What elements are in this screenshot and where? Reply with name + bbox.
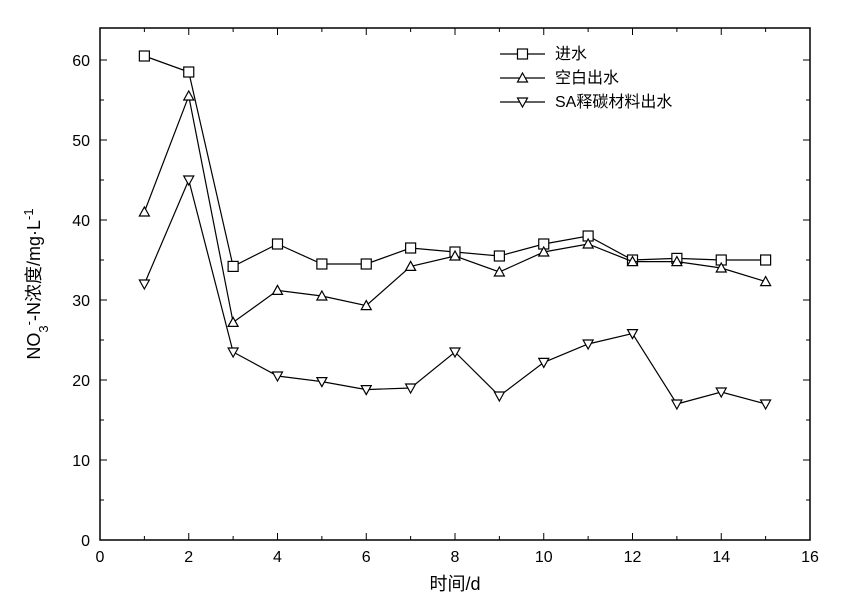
series-1 (139, 91, 770, 326)
legend: 进水空白出水 SA释碳材料出水 (500, 45, 672, 111)
x-axis-label: 时间/d (429, 574, 480, 594)
y-axis-label: NO3--N浓度/mg·L-1 (21, 208, 51, 359)
legend-label-2: SA释碳材料出水 (555, 93, 672, 111)
svg-text:60: 60 (72, 53, 90, 70)
svg-text:10: 10 (72, 453, 90, 470)
svg-text:10: 10 (535, 549, 553, 566)
svg-text:0: 0 (81, 533, 90, 550)
line-chart: 0 2 4 6 8 10 12 14 16 0 10 20 30 40 50 60 时间/d NO3--N浓度/m… (0, 0, 844, 613)
series-0 (139, 51, 770, 271)
svg-text:NO3--N浓度/mg·L-1: NO3--N浓度/mg·L-1 (21, 208, 51, 359)
svg-text:50: 50 (72, 133, 90, 150)
svg-text:2: 2 (184, 549, 193, 566)
svg-text:30: 30 (72, 293, 90, 310)
svg-text:0: 0 (96, 549, 105, 566)
svg-text:20: 20 (72, 373, 90, 390)
svg-text:16: 16 (801, 549, 819, 566)
legend-label-1: 空白出水 (555, 69, 619, 87)
svg-text:6: 6 (362, 549, 371, 566)
svg-text:8: 8 (451, 549, 460, 566)
svg-text:4: 4 (273, 549, 282, 566)
svg-text:12: 12 (624, 549, 642, 566)
legend-label-0: 进水 (555, 45, 587, 63)
series-2 (139, 176, 770, 409)
chart-container: 0 2 4 6 8 10 12 14 16 0 10 20 30 40 50 60 时间/d NO3--N浓度/m… (0, 0, 844, 613)
svg-text:14: 14 (712, 549, 730, 566)
svg-text:40: 40 (72, 213, 90, 230)
